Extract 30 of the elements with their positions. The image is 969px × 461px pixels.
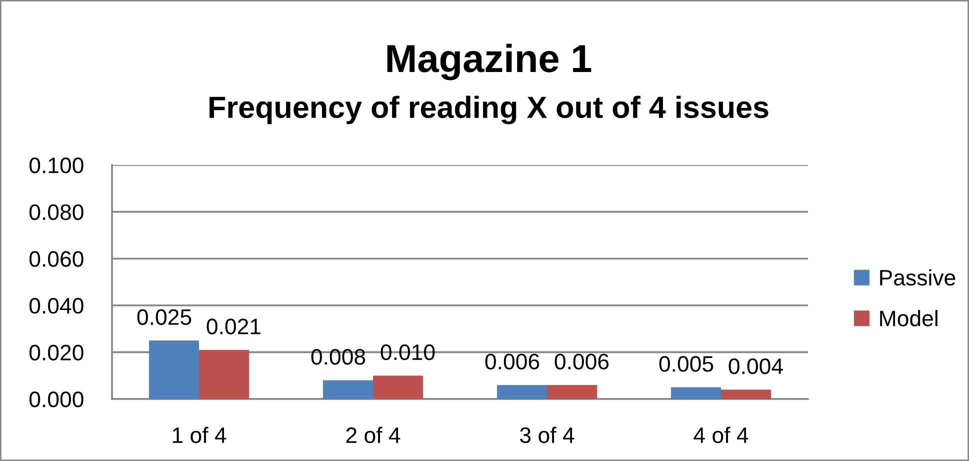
bar [547,384,598,399]
y-tick-label: 0.020 [29,344,84,360]
x-tick-label: 4 of 4 [694,426,748,444]
bar [670,387,721,399]
bar [496,384,547,399]
data-label: 0.010 [380,344,435,360]
data-label: 0.004 [728,358,783,374]
bar [322,380,373,399]
y-tick-label: 0.060 [29,251,84,267]
data-label: 0.006 [554,354,609,370]
bar [721,390,772,399]
data-label: 0.008 [311,349,366,365]
data-label: 0.025 [137,309,192,325]
x-tick-label: 3 of 4 [520,426,574,444]
y-tick-label: 0.040 [29,298,84,314]
chart-subtitle: Frequency of reading X out of 4 issues [210,96,768,124]
x-tick-label: 1 of 4 [172,426,226,444]
chart-title: Magazine 1 [387,44,592,80]
legend-label: Passive [880,269,956,286]
bar [148,340,199,399]
y-tick-label: 0.000 [29,392,84,408]
y-tick-label: 0.100 [29,158,84,174]
y-tick-label: 0.080 [29,204,84,220]
legend-label: Model [880,310,938,326]
bar [373,376,424,399]
x-tick-label: 2 of 4 [346,426,400,444]
data-label: 0.005 [659,356,714,372]
data-label: 0.021 [206,318,260,334]
data-label: 0.006 [485,354,540,370]
bar [199,350,250,399]
